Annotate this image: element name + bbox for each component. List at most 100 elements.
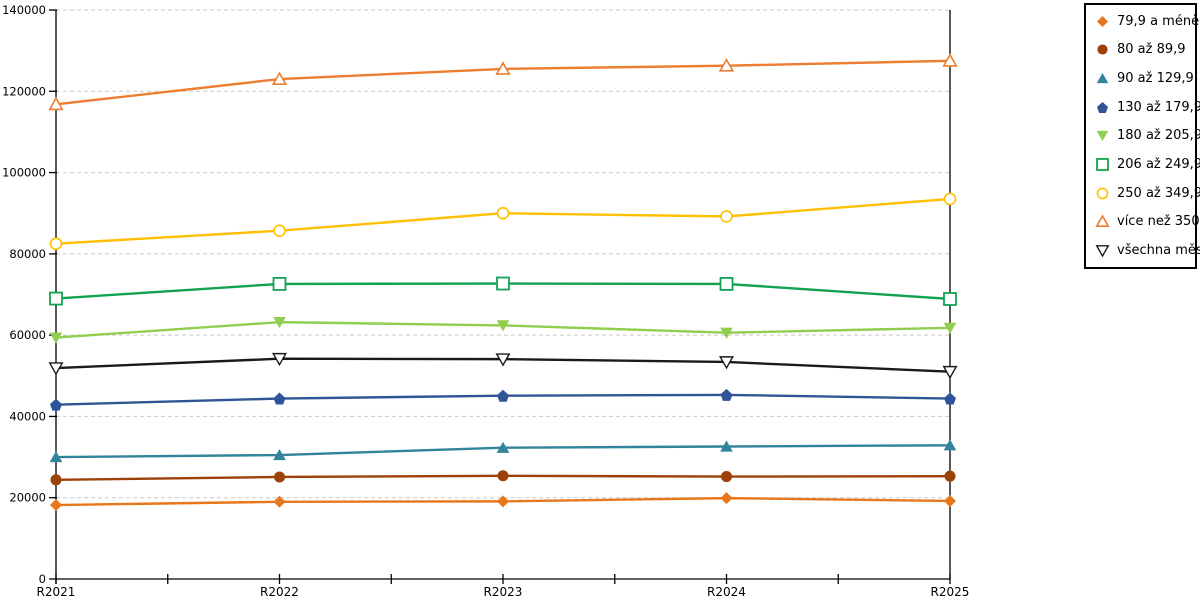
data-point-marker (1097, 15, 1108, 27)
data-point-marker (50, 499, 62, 512)
data-point-marker (1096, 131, 1109, 142)
data-point-marker (496, 276, 510, 291)
y-tick-label: 100000 (2, 166, 46, 180)
legend-label: 180 až 205,9 (1117, 128, 1200, 144)
legend-item: 130 až 179,9 (1095, 100, 1200, 115)
data-point-marker (720, 492, 733, 505)
series (48, 53, 958, 111)
data-point-marker (272, 277, 287, 291)
legend-label: více než 350 (1117, 214, 1200, 230)
legend-item: 79,9 a méně (1095, 14, 1199, 29)
data-point-marker (1097, 101, 1108, 113)
circle-filled-icon (1097, 44, 1108, 56)
data-point-marker (1096, 187, 1109, 200)
data-point-marker (49, 451, 63, 463)
data-point-marker (943, 439, 957, 451)
legend-item: 180 až 205,9 (1095, 128, 1200, 143)
x-tick-label: R2022 (260, 585, 299, 599)
data-point-marker (944, 392, 956, 405)
x-tick-label: R2024 (707, 585, 746, 599)
y-tick-label: 80000 (9, 247, 46, 261)
data-point-marker (1095, 214, 1110, 228)
y-tick-label: 60000 (9, 328, 46, 342)
legend-item: 206 až 249,9 (1095, 157, 1200, 172)
legend-label: všechna města (1117, 243, 1200, 259)
triangle-down-filled-icon (1096, 131, 1109, 142)
data-point-marker (48, 96, 64, 111)
y-tick-label: 120000 (2, 84, 46, 98)
data-point-marker (497, 470, 509, 482)
data-point-marker (271, 352, 288, 367)
x-tick-label: R2021 (37, 585, 76, 599)
triangle-up-open-icon (1095, 214, 1110, 228)
data-point-marker (496, 206, 510, 220)
legend-label: 79,9 a méně (1117, 13, 1200, 29)
data-point-marker (273, 449, 286, 461)
legend-item: 80 až 89,9 (1095, 42, 1195, 57)
data-point-marker (273, 224, 286, 238)
data-point-marker (49, 237, 63, 251)
data-point-marker (273, 317, 286, 329)
legend-label: 250 až 349,9 (1117, 185, 1200, 201)
data-point-marker (1096, 158, 1109, 172)
data-point-marker (50, 398, 62, 411)
series (49, 192, 957, 251)
data-point-marker (720, 327, 733, 339)
series (49, 439, 957, 463)
series (50, 388, 956, 411)
series (50, 470, 956, 486)
data-point-marker (943, 292, 957, 306)
data-point-marker (944, 494, 956, 507)
series-line (54, 197, 952, 245)
data-point-marker (943, 192, 957, 206)
data-point-marker (273, 392, 286, 405)
legend-label: 130 až 179,9 (1117, 99, 1200, 115)
legend-label: 80 až 89,9 (1117, 42, 1186, 58)
legend-label: 206 až 249,9 (1117, 157, 1200, 173)
legend-label: 90 až 129,9 (1117, 71, 1194, 87)
data-point-marker (1097, 44, 1108, 56)
data-point-marker (495, 61, 511, 75)
data-point-marker (48, 362, 64, 376)
series (49, 317, 957, 344)
data-point-marker (271, 71, 288, 85)
legend-item: 90 až 129,9 (1095, 71, 1195, 86)
data-point-marker (942, 365, 958, 380)
data-point-marker (1096, 73, 1109, 84)
series (49, 276, 957, 306)
data-point-marker (273, 471, 286, 483)
x-tick-label: R2025 (931, 585, 970, 599)
pentagon-filled-icon (1097, 101, 1108, 113)
data-point-marker (497, 389, 509, 402)
data-point-marker (49, 332, 63, 344)
circle-open-icon (1096, 187, 1109, 200)
y-tick-label: 0 (39, 572, 46, 586)
data-point-marker (49, 291, 63, 306)
data-point-marker (1095, 245, 1110, 258)
legend-item: více než 350 (1095, 214, 1200, 229)
data-point-marker (718, 58, 735, 72)
data-point-marker (496, 320, 510, 332)
triangle-up-filled-icon (1096, 73, 1109, 84)
data-point-marker (942, 53, 958, 67)
diamond-filled-icon (1097, 15, 1108, 27)
data-point-marker (943, 322, 957, 334)
data-point-marker (495, 353, 511, 367)
triangle-down-open-icon (1095, 245, 1110, 258)
data-point-marker (497, 495, 509, 508)
square-open-icon (1096, 158, 1109, 172)
legend: 79,9 a méně 80 až 89,9 90 až 129,9 130 až 1… (1084, 3, 1200, 269)
data-point-marker (944, 470, 956, 482)
data-point-marker (720, 440, 733, 452)
series (50, 492, 956, 512)
data-point-marker (720, 210, 733, 223)
y-tick-label: 40000 (9, 409, 46, 423)
series (48, 352, 958, 380)
data-point-marker (496, 441, 510, 453)
legend-item: 250 až 349,9 (1095, 186, 1200, 201)
y-tick-label: 20000 (9, 491, 46, 505)
data-point-marker (50, 474, 62, 486)
data-point-marker (273, 495, 286, 508)
